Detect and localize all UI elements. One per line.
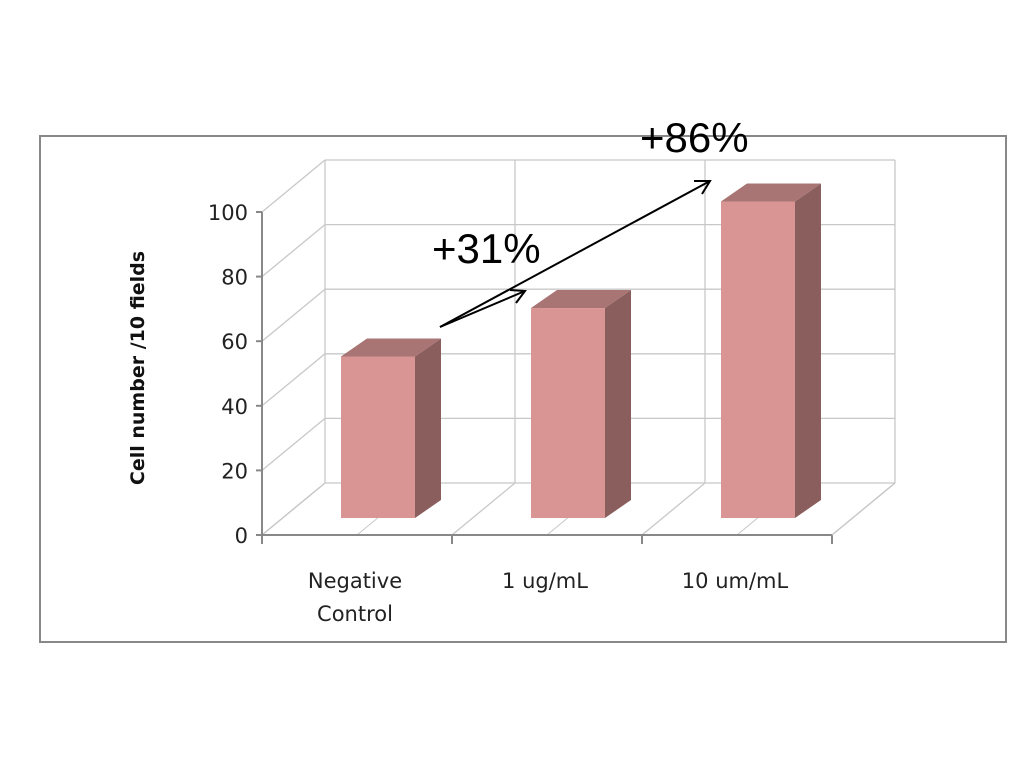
side-gridline	[261, 417, 326, 471]
bars	[341, 183, 821, 518]
arrow-86	[439, 180, 711, 328]
annotation-31: +31%	[432, 225, 541, 272]
annotation-86: +86%	[640, 114, 749, 161]
side-gridline	[261, 353, 326, 407]
bar-side	[605, 290, 631, 518]
bar-top	[531, 290, 631, 309]
bar-side	[795, 183, 821, 518]
y-tick-label: 40	[221, 395, 248, 419]
x-tick-label: 10 um/mL	[682, 569, 789, 593]
side-gridline	[261, 224, 326, 278]
side-gridline	[261, 288, 326, 342]
x-tick-label: 1 ug/mL	[502, 569, 588, 593]
arrow-86-head	[694, 180, 712, 195]
arrow-31-head	[509, 289, 527, 304]
y-tick-label: 100	[208, 201, 248, 225]
y-tick-label: 60	[221, 330, 248, 354]
floor-edge	[831, 482, 896, 536]
bar-top	[721, 183, 821, 202]
floor-gridline	[451, 482, 516, 536]
bar-side	[415, 338, 441, 518]
arrow-31	[439, 290, 526, 328]
bar	[721, 201, 795, 518]
chart-frame	[39, 135, 1007, 643]
bar-top	[341, 338, 441, 357]
annotation-arrows	[439, 180, 712, 328]
y-tick-label: 80	[221, 266, 248, 290]
y-tick-label: 0	[235, 524, 248, 548]
side-gridline	[261, 159, 326, 213]
labels: 0 20 40 60 80 100 Negative Control 1 ug/mL 10 um/…	[208, 201, 789, 626]
floor-gridline	[261, 482, 326, 536]
bar	[531, 308, 605, 518]
floor-gridline	[641, 482, 706, 536]
x-tick-label: Negative	[308, 569, 402, 593]
x-tick-label: Control	[317, 602, 393, 626]
y-tick-label: 20	[221, 459, 248, 483]
y-axis-label: Cell number /10 fields	[127, 251, 149, 485]
axes	[256, 211, 896, 544]
bar	[341, 356, 415, 518]
